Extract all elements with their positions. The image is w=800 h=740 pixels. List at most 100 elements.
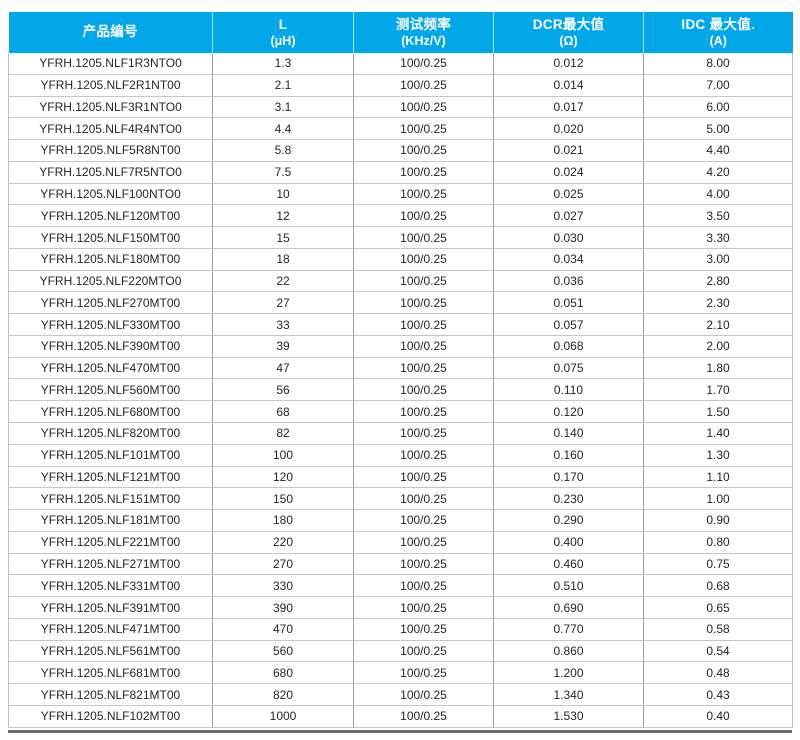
cell-dcr-max: 0.120 bbox=[493, 400, 644, 424]
header-dcr-max: DCR最大值 (Ω) bbox=[493, 12, 644, 53]
cell-idc-max: 1.00 bbox=[643, 487, 793, 511]
table-row: YFRH.1205.NLF1R3NTO0 1.3 100/0.25 0.012 … bbox=[8, 53, 793, 75]
cell-product-code: YFRH.1205.NLF2R1NT00 bbox=[8, 74, 213, 97]
cell-inductance: 68 bbox=[212, 400, 354, 424]
cell-dcr-max: 0.230 bbox=[493, 487, 644, 511]
cell-inductance: 22 bbox=[212, 270, 354, 293]
table-body: YFRH.1205.NLF1R3NTO0 1.3 100/0.25 0.012 … bbox=[8, 53, 793, 728]
cell-idc-max: 8.00 bbox=[643, 53, 793, 75]
cell-product-code: YFRH.1205.NLF681MT00 bbox=[8, 661, 213, 685]
cell-idc-max: 6.00 bbox=[643, 96, 793, 119]
table-row: YFRH.1205.NLF2R1NT00 2.1 100/0.25 0.014 … bbox=[8, 74, 793, 97]
table-row: YFRH.1205.NLF391MT00 390 100/0.25 0.690 … bbox=[8, 596, 793, 619]
cell-inductance: 39 bbox=[212, 335, 354, 358]
cell-idc-max: 0.40 bbox=[643, 705, 793, 728]
table-row: YFRH.1205.NLF331MT00 330 100/0.25 0.510 … bbox=[8, 574, 793, 598]
cell-test-frequency: 100/0.25 bbox=[353, 596, 494, 619]
cell-product-code: YFRH.1205.NLF391MT00 bbox=[8, 596, 213, 619]
cell-test-frequency: 100/0.25 bbox=[353, 466, 494, 489]
table-row: YFRH.1205.NLF7R5NTO0 7.5 100/0.25 0.024 … bbox=[8, 161, 793, 184]
cell-idc-max: 0.48 bbox=[643, 661, 793, 685]
cell-test-frequency: 100/0.25 bbox=[353, 487, 494, 511]
cell-idc-max: 0.54 bbox=[643, 640, 793, 663]
cell-test-frequency: 100/0.25 bbox=[353, 618, 494, 641]
table-row: YFRH.1205.NLF100NTO0 10 100/0.25 0.025 4… bbox=[8, 183, 793, 206]
cell-test-frequency: 100/0.25 bbox=[353, 183, 494, 206]
cell-dcr-max: 0.460 bbox=[493, 553, 644, 576]
header-row: 产品编号 L (μH) 测试频率 (KHz/V) DCR最大值 (Ω) IDC … bbox=[8, 12, 793, 53]
cell-dcr-max: 0.027 bbox=[493, 204, 644, 228]
cell-product-code: YFRH.1205.NLF271MT00 bbox=[8, 553, 213, 576]
cell-inductance: 1000 bbox=[212, 705, 354, 728]
cell-inductance: 1.3 bbox=[212, 53, 354, 75]
cell-test-frequency: 100/0.25 bbox=[353, 204, 494, 228]
table-row: YFRH.1205.NLF120MT00 12 100/0.25 0.027 3… bbox=[8, 204, 793, 228]
cell-dcr-max: 0.160 bbox=[493, 444, 644, 467]
cell-idc-max: 0.90 bbox=[643, 509, 793, 532]
cell-inductance: 12 bbox=[212, 204, 354, 228]
cell-idc-max: 4.00 bbox=[643, 183, 793, 206]
cell-dcr-max: 1.340 bbox=[493, 683, 644, 706]
cell-idc-max: 0.80 bbox=[643, 531, 793, 554]
table-row: YFRH.1205.NLF221MT00 220 100/0.25 0.400 … bbox=[8, 531, 793, 554]
table-row: YFRH.1205.NLF150MT00 15 100/0.25 0.030 3… bbox=[8, 226, 793, 249]
header-test-frequency: 测试频率 (KHz/V) bbox=[353, 12, 494, 53]
cell-idc-max: 3.50 bbox=[643, 204, 793, 228]
header-unit: (μH) bbox=[270, 33, 296, 48]
cell-test-frequency: 100/0.25 bbox=[353, 574, 494, 598]
cell-test-frequency: 100/0.25 bbox=[353, 444, 494, 467]
cell-product-code: YFRH.1205.NLF7R5NTO0 bbox=[8, 161, 213, 184]
cell-idc-max: 0.43 bbox=[643, 683, 793, 706]
cell-product-code: YFRH.1205.NLF4R4NTO0 bbox=[8, 117, 213, 141]
cell-inductance: 270 bbox=[212, 553, 354, 576]
cell-dcr-max: 0.860 bbox=[493, 640, 644, 663]
header-unit: (A) bbox=[709, 33, 727, 48]
cell-product-code: YFRH.1205.NLF680MT00 bbox=[8, 400, 213, 424]
cell-product-code: YFRH.1205.NLF100NTO0 bbox=[8, 183, 213, 206]
cell-product-code: YFRH.1205.NLF180MT00 bbox=[8, 248, 213, 271]
cell-dcr-max: 0.690 bbox=[493, 596, 644, 619]
cell-idc-max: 3.30 bbox=[643, 226, 793, 249]
cell-dcr-max: 1.200 bbox=[493, 661, 644, 685]
cell-idc-max: 2.80 bbox=[643, 270, 793, 293]
table-row: YFRH.1205.NLF121MT00 120 100/0.25 0.170 … bbox=[8, 466, 793, 489]
header-product-code: 产品编号 bbox=[8, 12, 213, 53]
cell-inductance: 220 bbox=[212, 531, 354, 554]
cell-inductance: 4.4 bbox=[212, 117, 354, 141]
cell-test-frequency: 100/0.25 bbox=[353, 422, 494, 445]
cell-dcr-max: 0.020 bbox=[493, 117, 644, 141]
cell-inductance: 82 bbox=[212, 422, 354, 445]
header-label: DCR最大值 bbox=[532, 16, 605, 32]
table-row: YFRH.1205.NLF271MT00 270 100/0.25 0.460 … bbox=[8, 553, 793, 576]
cell-dcr-max: 0.290 bbox=[493, 509, 644, 532]
cell-idc-max: 7.00 bbox=[643, 74, 793, 97]
cell-test-frequency: 100/0.25 bbox=[353, 161, 494, 184]
cell-product-code: YFRH.1205.NLF150MT00 bbox=[8, 226, 213, 249]
cell-dcr-max: 0.510 bbox=[493, 574, 644, 598]
cell-test-frequency: 100/0.25 bbox=[353, 378, 494, 402]
table-row: YFRH.1205.NLF3R1NTO0 3.1 100/0.25 0.017 … bbox=[8, 96, 793, 119]
table-row: YFRH.1205.NLF4R4NTO0 4.4 100/0.25 0.020 … bbox=[8, 117, 793, 141]
cell-dcr-max: 0.017 bbox=[493, 96, 644, 119]
cell-idc-max: 2.00 bbox=[643, 335, 793, 358]
cell-inductance: 56 bbox=[212, 378, 354, 402]
cell-product-code: YFRH.1205.NLF820MT00 bbox=[8, 422, 213, 445]
cell-product-code: YFRH.1205.NLF471MT00 bbox=[8, 618, 213, 641]
header-inductance: L (μH) bbox=[212, 12, 354, 53]
cell-product-code: YFRH.1205.NLF151MT00 bbox=[8, 487, 213, 511]
table-row: YFRH.1205.NLF151MT00 150 100/0.25 0.230 … bbox=[8, 487, 793, 511]
cell-idc-max: 1.10 bbox=[643, 466, 793, 489]
table-bottom-rule bbox=[8, 729, 792, 733]
cell-product-code: YFRH.1205.NLF1R3NTO0 bbox=[8, 53, 213, 75]
cell-inductance: 5.8 bbox=[212, 139, 354, 162]
cell-test-frequency: 100/0.25 bbox=[353, 96, 494, 119]
cell-test-frequency: 100/0.25 bbox=[353, 117, 494, 141]
cell-test-frequency: 100/0.25 bbox=[353, 53, 494, 75]
cell-dcr-max: 0.170 bbox=[493, 466, 644, 489]
cell-inductance: 33 bbox=[212, 313, 354, 336]
table-row: YFRH.1205.NLF330MT00 33 100/0.25 0.057 2… bbox=[8, 313, 793, 336]
table-header: 产品编号 L (μH) 测试频率 (KHz/V) DCR最大值 (Ω) IDC … bbox=[8, 12, 793, 53]
cell-inductance: 47 bbox=[212, 357, 354, 380]
cell-product-code: YFRH.1205.NLF390MT00 bbox=[8, 335, 213, 358]
cell-dcr-max: 0.036 bbox=[493, 270, 644, 293]
